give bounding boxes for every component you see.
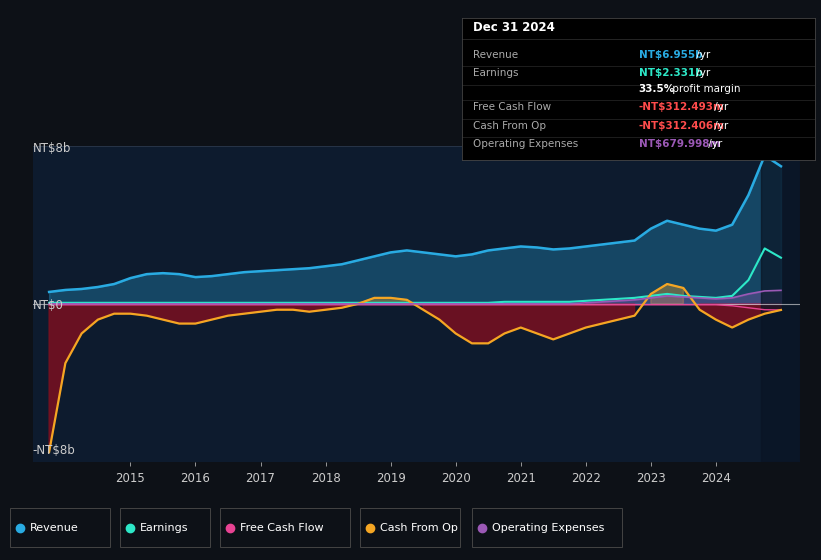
Text: Revenue: Revenue (473, 50, 518, 60)
Text: NT$8b: NT$8b (33, 142, 71, 155)
Text: Earnings: Earnings (140, 523, 189, 533)
Text: Free Cash Flow: Free Cash Flow (240, 523, 323, 533)
Text: /yr: /yr (710, 102, 727, 113)
Bar (761, 146, 800, 462)
Text: Earnings: Earnings (473, 68, 518, 78)
Text: -NT$8b: -NT$8b (33, 444, 76, 458)
Text: Free Cash Flow: Free Cash Flow (473, 102, 551, 113)
Text: 33.5%: 33.5% (639, 84, 675, 94)
Text: NT$679.998m: NT$679.998m (639, 139, 720, 150)
Bar (220, 508, 350, 547)
Text: Revenue: Revenue (30, 523, 79, 533)
Text: NT$2.331b: NT$2.331b (639, 68, 702, 78)
Text: profit margin: profit margin (668, 84, 740, 94)
Text: Cash From Op: Cash From Op (380, 523, 458, 533)
Text: NT$6.955b: NT$6.955b (639, 50, 702, 60)
Text: /yr: /yr (704, 139, 722, 150)
Bar (120, 508, 210, 547)
Text: Cash From Op: Cash From Op (473, 121, 546, 131)
Bar (10, 508, 110, 547)
Text: /yr: /yr (692, 50, 710, 60)
Text: Operating Expenses: Operating Expenses (473, 139, 578, 150)
Text: /yr: /yr (710, 121, 727, 131)
Text: /yr: /yr (692, 68, 710, 78)
Bar (472, 508, 622, 547)
Text: -NT$312.493m: -NT$312.493m (639, 102, 724, 113)
Text: Operating Expenses: Operating Expenses (492, 523, 604, 533)
Bar (360, 508, 460, 547)
Text: NT$0: NT$0 (33, 298, 64, 312)
Text: Dec 31 2024: Dec 31 2024 (473, 21, 554, 35)
Text: -NT$312.406m: -NT$312.406m (639, 121, 724, 131)
